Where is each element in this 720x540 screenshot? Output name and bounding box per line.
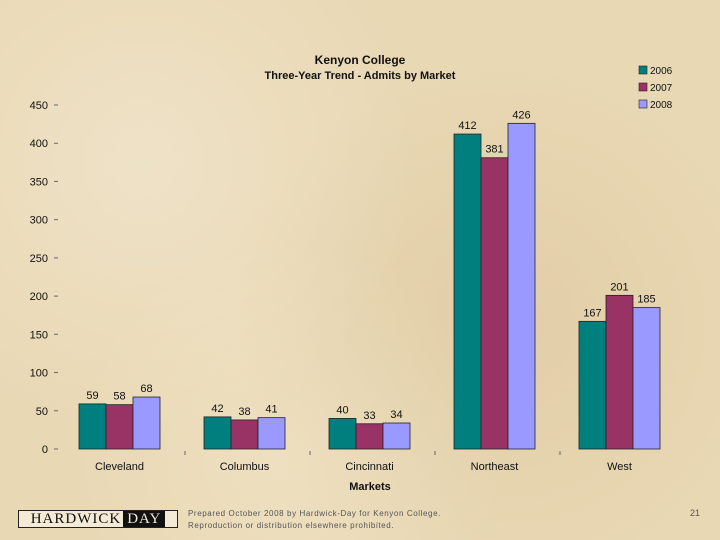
y-tick-label: 450 (30, 100, 48, 112)
data-label: 412 (458, 120, 476, 132)
plot-area: 59 58 68 Cleveland 42 38 41 Columbus 40 33 34 Cinci… (78, 109, 661, 473)
x-tick-label: Northeast (471, 461, 519, 473)
footer-note: Prepared October 2008 by Hardwick-Day fo… (188, 508, 488, 532)
x-tick-label: Cincinnati (345, 461, 393, 473)
legend-swatch (638, 82, 648, 92)
data-label: 34 (390, 409, 402, 421)
bar (632, 307, 661, 450)
y-tick-label: 100 (30, 368, 48, 380)
y-tick-label: 300 (30, 215, 48, 227)
data-label: 201 (610, 281, 628, 293)
bar (132, 396, 161, 450)
legend-swatch (638, 99, 648, 109)
y-tick-label: 50 (36, 406, 48, 418)
data-label: 58 (113, 391, 125, 403)
x-tick-label: Cleveland (95, 461, 144, 473)
legend-swatch (638, 65, 648, 75)
bar (453, 133, 482, 450)
bar-chart: Kenyon College Three-Year Trend - Admits… (30, 53, 673, 493)
bar (605, 294, 634, 450)
legend-label: 2006 (650, 66, 673, 77)
bar (507, 122, 536, 450)
hardwick-day-logo: HARDWICK DAY (18, 510, 178, 528)
bar (203, 416, 232, 450)
y-tick-label: 250 (30, 253, 48, 265)
x-tick-label: Columbus (220, 461, 270, 473)
y-tick-label: 200 (30, 291, 48, 303)
y-tick-label: 0 (42, 444, 48, 456)
bar (257, 417, 286, 450)
data-label: 40 (336, 404, 348, 416)
y-axis: 0 50 100 150 200 250 300 350 400 450 (30, 100, 58, 456)
data-label: 41 (265, 404, 277, 416)
y-tick-label: 400 (30, 138, 48, 150)
data-label: 68 (140, 383, 152, 395)
footer-note-line-2: Reproduction or distribution elsewhere p… (188, 521, 395, 530)
data-label: 59 (86, 390, 98, 402)
footer-note-line-1: Prepared October 2008 by Hardwick-Day fo… (188, 509, 441, 518)
x-tick-label: West (607, 461, 632, 473)
data-label: 185 (637, 294, 655, 306)
x-axis-label: Markets (349, 481, 391, 493)
data-label: 381 (485, 144, 503, 156)
bar (382, 422, 411, 450)
logo-text-hardwick: HARDWICK (30, 510, 122, 527)
y-tick-label: 150 (30, 329, 48, 341)
data-label: 167 (583, 307, 601, 319)
bar (105, 404, 134, 450)
bar (480, 157, 509, 450)
legend-label: 2007 (650, 83, 673, 94)
page-number: 21 (690, 508, 701, 518)
legend-label: 2008 (650, 100, 673, 111)
bar (355, 423, 384, 450)
bar (78, 403, 107, 450)
bar (230, 419, 259, 450)
bar (578, 320, 607, 450)
data-label: 42 (211, 403, 223, 415)
chart-subtitle: Three-Year Trend - Admits by Market (265, 70, 456, 82)
y-tick-label: 350 (30, 176, 48, 188)
data-label: 426 (512, 109, 530, 121)
data-label: 38 (238, 406, 250, 418)
logo-text-day: DAY (123, 511, 166, 527)
data-label: 33 (363, 410, 375, 422)
legend: 2006 2007 2008 (638, 65, 673, 111)
bar (328, 418, 357, 450)
chart-title: Kenyon College (315, 53, 406, 67)
